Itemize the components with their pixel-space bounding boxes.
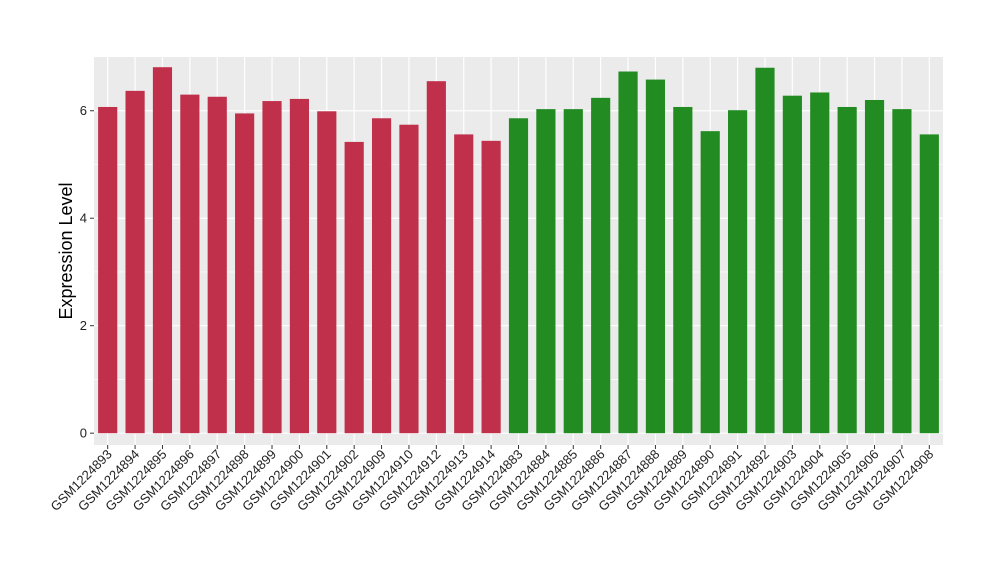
y-axis: 0 2 4 6 [80,103,94,441]
bar-GSM1224903 [782,95,802,434]
x-axis: GSM1224893GSM1224894GSM1224895GSM1224896… [47,445,936,514]
bar-GSM1224902 [344,141,364,434]
bar-GSM1224888 [645,79,666,434]
bar-GSM1224892 [755,67,775,434]
bar-GSM1224907 [892,109,912,434]
bar-GSM1224884 [536,109,556,434]
bar-GSM1224893 [98,106,118,434]
bar-GSM1224891 [728,110,748,434]
bar-GSM1224904 [810,92,830,434]
bar-GSM1224883 [508,118,529,434]
bar-GSM1224901 [317,111,337,434]
bar-GSM1224894 [125,90,145,434]
bar-GSM1224885 [563,109,583,434]
bar-GSM1224905 [837,106,857,434]
bar-GSM1224914 [481,140,501,434]
y-tick-label: 0 [80,426,87,441]
y-tick-label: 6 [80,103,87,118]
bar-GSM1224906 [864,99,885,434]
bars [98,67,939,434]
bar-GSM1224890 [700,131,720,434]
bar-GSM1224895 [152,67,173,434]
bar-GSM1224887 [618,71,638,434]
y-axis-title: Expression Level [56,182,76,319]
bar-GSM1224910 [399,124,419,434]
bar-GSM1224908 [919,134,939,434]
y-tick-label: 2 [80,318,87,333]
bar-GSM1224913 [454,134,474,434]
bar-GSM1224912 [426,81,446,434]
bar-GSM1224889 [673,106,693,434]
bar-GSM1224898 [235,113,255,434]
y-tick-label: 4 [80,211,87,226]
bar-GSM1224899 [262,101,282,434]
bar-GSM1224909 [371,118,392,434]
bar-GSM1224896 [180,94,200,434]
bar-GSM1224886 [591,97,611,434]
bar-GSM1224897 [207,96,227,434]
bar-GSM1224900 [289,98,309,434]
